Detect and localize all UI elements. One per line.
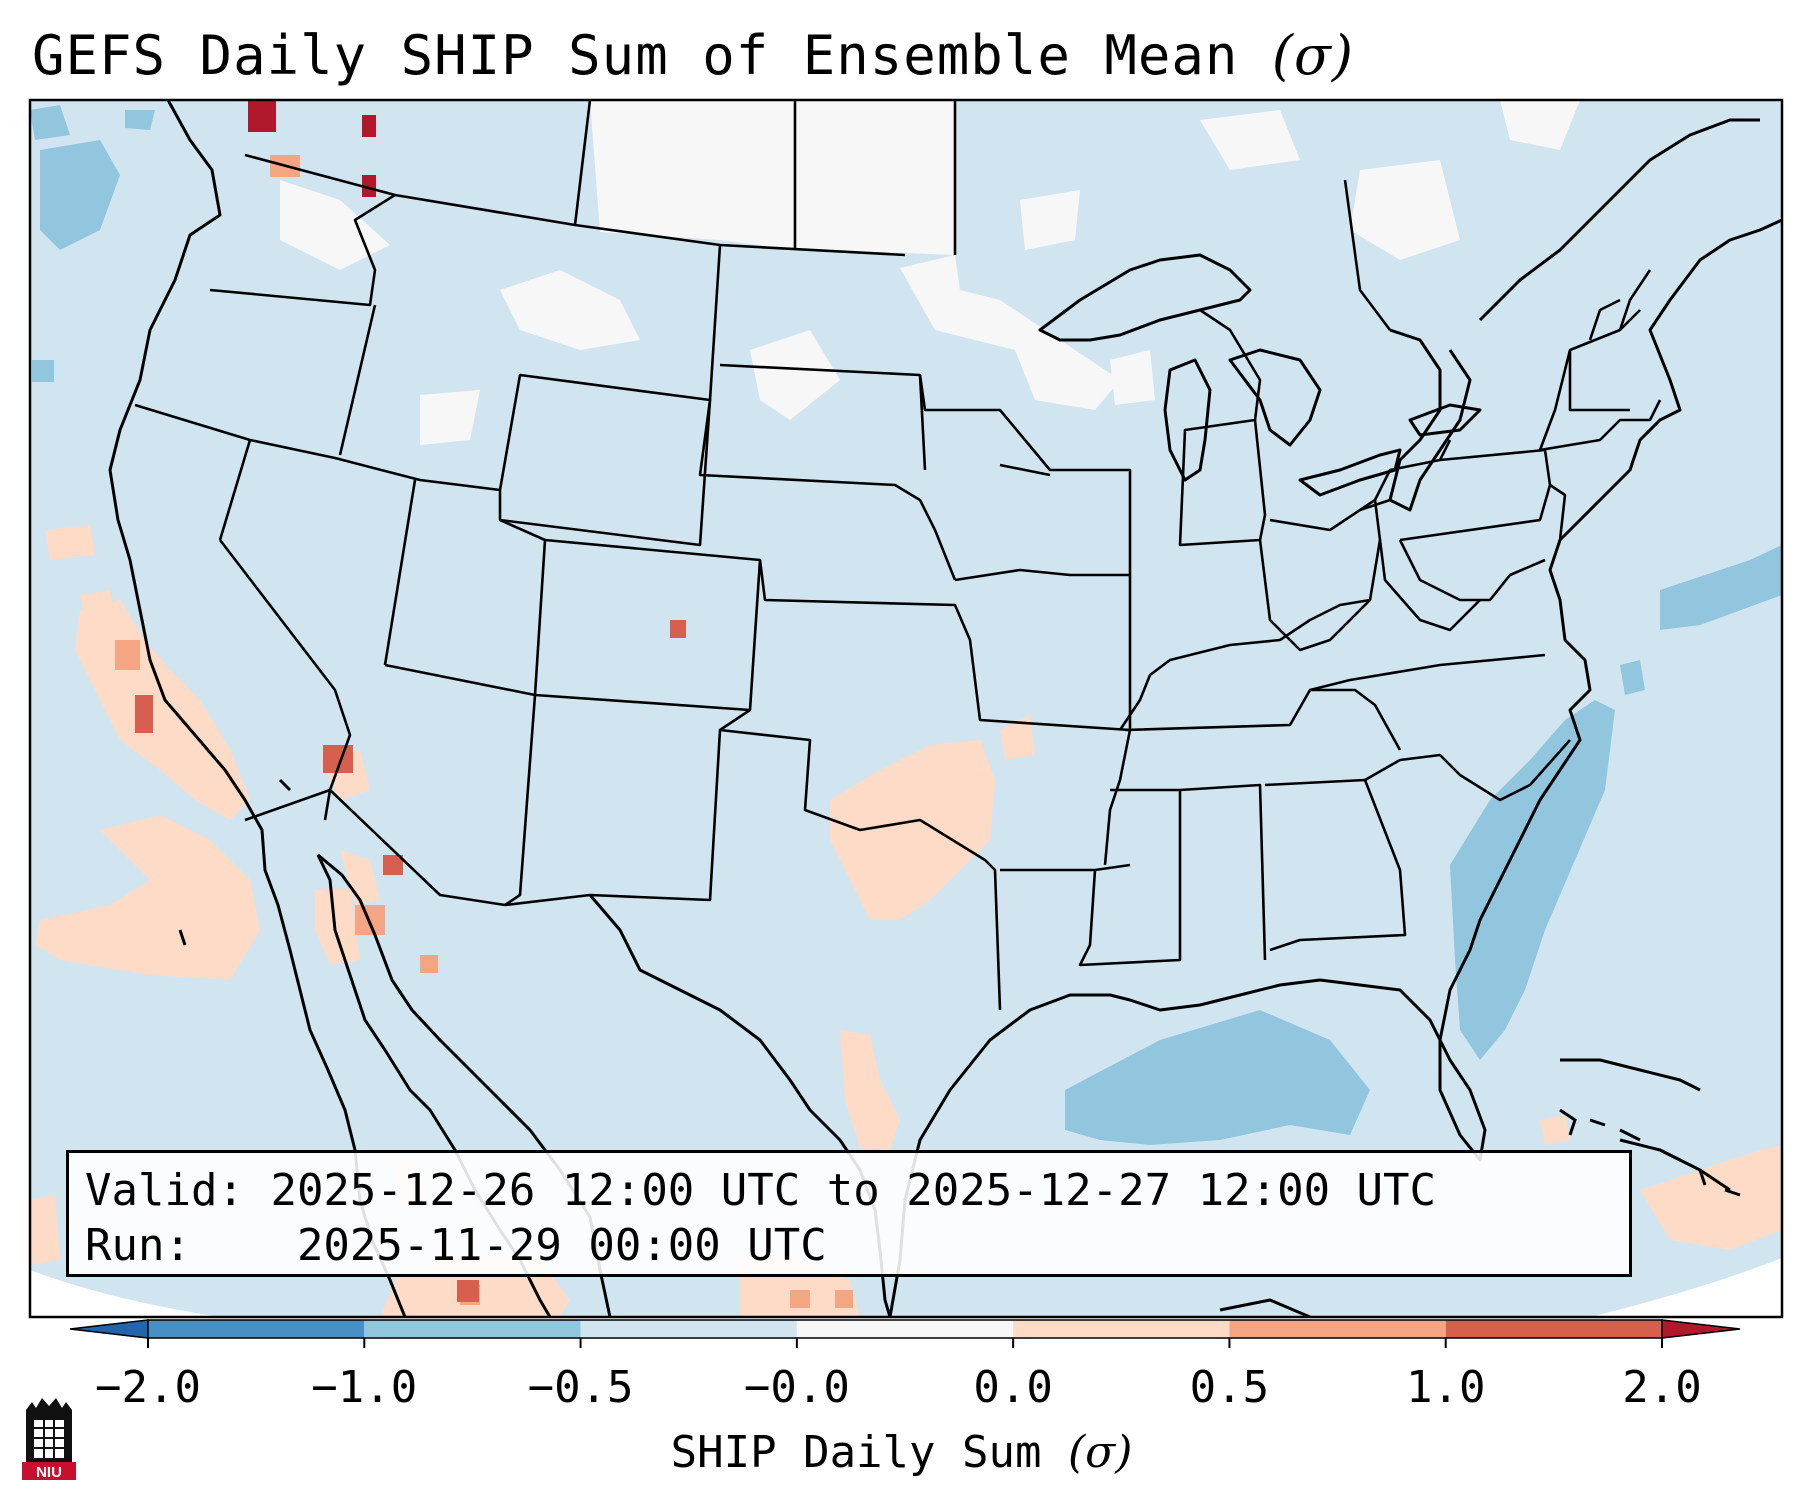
colorbar-segment bbox=[796, 1320, 1014, 1338]
colorbar-label: SHIP Daily Sum (σ) bbox=[0, 1425, 1803, 1481]
valid-row: Valid: 2025-12-26 12:00 UTC to 2025-12-2… bbox=[85, 1163, 1615, 1218]
colorbar-segment bbox=[148, 1320, 365, 1338]
off-projection-left bbox=[30, 1270, 220, 1317]
colorbar-label-text: SHIP Daily Sum bbox=[670, 1427, 1042, 1478]
positive-anomalies-strong bbox=[135, 620, 686, 1302]
colorbar-segment bbox=[1229, 1320, 1446, 1338]
negative-anomalies bbox=[30, 105, 1782, 1145]
great-lakes bbox=[1038, 253, 1482, 497]
colorbar-tick-label: −2.0 bbox=[95, 1362, 201, 1413]
colorbar-tick-label: 0.5 bbox=[1189, 1362, 1270, 1413]
colorbar-tick-label: −1.0 bbox=[311, 1362, 418, 1413]
colorbar-extend-high bbox=[1661, 1319, 1741, 1339]
run-row: Run: 2025-11-29 00:00 UTC bbox=[85, 1218, 1615, 1273]
colorbar-segment bbox=[364, 1320, 581, 1338]
colorbar-tick-label: −0.5 bbox=[527, 1362, 634, 1413]
colorbar-frame bbox=[147, 1319, 1663, 1339]
colorbar-extend-low bbox=[69, 1319, 149, 1339]
map-title: GEFS Daily SHIP Sum of Ensemble Mean (σ) bbox=[32, 20, 1354, 92]
title-text: GEFS Daily SHIP Sum of Ensemble Mean bbox=[32, 24, 1239, 87]
colorbar-segment bbox=[1013, 1320, 1230, 1338]
valid-run-box: Valid: 2025-12-26 12:00 UTC to 2025-12-2… bbox=[66, 1150, 1632, 1277]
colorbar-label-sigma: (σ) bbox=[1068, 1427, 1133, 1478]
islands bbox=[178, 778, 1741, 1197]
title-sigma: (σ) bbox=[1271, 24, 1354, 87]
run-value: 2025-11-29 00:00 UTC bbox=[296, 1220, 827, 1271]
near-zero-regions bbox=[280, 100, 1580, 445]
map-frame bbox=[28, 98, 1784, 1319]
colorbar-tick-label: 0.0 bbox=[973, 1362, 1053, 1413]
colorbar-tick-label: 2.0 bbox=[1622, 1362, 1702, 1413]
colorbar-tick-label: 1.0 bbox=[1405, 1362, 1486, 1413]
colorbar-segment bbox=[580, 1320, 797, 1338]
valid-label: Valid: bbox=[85, 1165, 244, 1216]
niu-logo: NIU bbox=[22, 1398, 76, 1481]
valid-value: 2025-12-26 12:00 UTC to 2025-12-27 12:00… bbox=[270, 1165, 1437, 1216]
positive-anomalies-max bbox=[248, 100, 376, 197]
off-projection-right bbox=[1590, 1258, 1782, 1317]
colorbar-segment bbox=[1445, 1320, 1662, 1338]
colorbar bbox=[69, 1319, 1741, 1348]
colorbar-tick-label: −0.0 bbox=[743, 1362, 850, 1413]
logo-text: NIU bbox=[36, 1464, 62, 1481]
run-label: Run: bbox=[85, 1220, 191, 1271]
base-field bbox=[30, 100, 1782, 1317]
map-panel bbox=[30, 100, 1782, 1317]
state-borders bbox=[134, 100, 1662, 1011]
